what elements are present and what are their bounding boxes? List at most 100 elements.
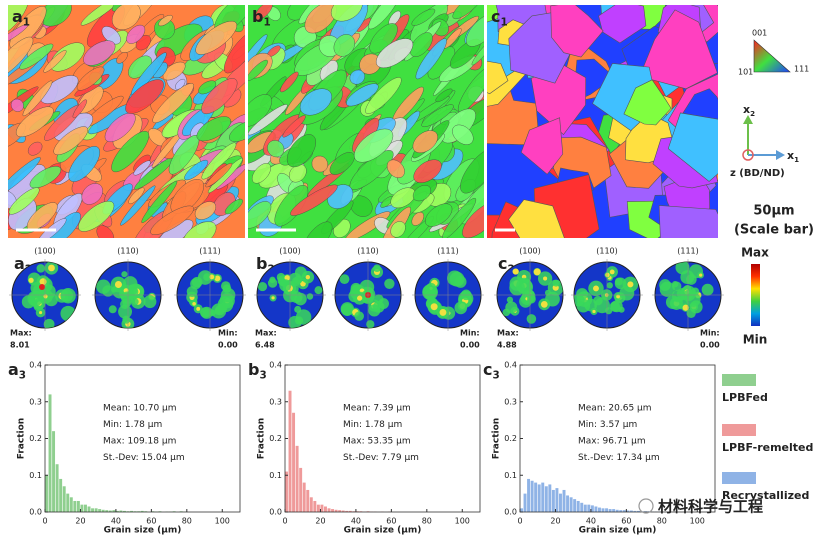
ebsd-map [487, 5, 718, 238]
stats-text: St.-Dev: 17.34 μm [578, 453, 660, 463]
pf-plane: (110) [596, 247, 618, 256]
grain [111, 5, 141, 30]
stats-text: St.-Dev: 7.79 μm [343, 453, 419, 463]
axis-label-sub: 2 [750, 109, 755, 118]
blob [593, 295, 603, 306]
grain [290, 184, 338, 216]
grain [201, 78, 238, 115]
blob [269, 276, 276, 284]
blob [36, 264, 46, 273]
blob [526, 314, 537, 324]
bar [534, 482, 538, 512]
grain [150, 205, 194, 235]
pf-min-label: Min: [218, 329, 238, 338]
bar [285, 471, 288, 512]
blob [439, 308, 447, 316]
x-tick-label: 80 [422, 517, 432, 526]
grain [175, 78, 186, 90]
bar [541, 482, 545, 512]
grain [411, 8, 436, 26]
x-tick-label: 20 [550, 517, 560, 526]
ipf-corner: 101 [738, 68, 753, 77]
bar [619, 510, 623, 512]
bar [80, 504, 84, 512]
blob [368, 304, 381, 317]
pf-max: 6.48 [255, 341, 275, 350]
bar [52, 431, 56, 512]
pf-min-label: Min: [460, 329, 480, 338]
x-tick-label: 100 [455, 517, 470, 526]
bar [302, 482, 306, 512]
blob [552, 279, 560, 287]
blob [39, 278, 47, 286]
grain [224, 198, 243, 215]
blob [430, 303, 438, 311]
blob [340, 302, 355, 316]
blob [271, 296, 275, 300]
blob [21, 295, 35, 309]
blob [527, 294, 536, 304]
grain [425, 203, 453, 227]
y-tick-label: 0.1 [504, 471, 517, 480]
grain [410, 32, 433, 57]
grain [80, 5, 124, 26]
bar [108, 510, 112, 512]
blob [209, 274, 215, 280]
bar [338, 510, 342, 512]
grain [353, 128, 394, 163]
bar [520, 508, 523, 512]
blob [257, 282, 268, 292]
grain [76, 66, 105, 91]
pf-blobs [574, 266, 639, 316]
blob [592, 309, 596, 314]
bar [615, 509, 619, 512]
panel-label: a3 [8, 360, 26, 382]
panel-label-letter: c [483, 360, 492, 379]
bar [566, 495, 570, 512]
grain [104, 112, 136, 143]
x-tick-label: 40 [351, 517, 361, 526]
bar [327, 508, 331, 512]
panel-label-letter: c [498, 254, 507, 273]
grain [471, 38, 484, 66]
blob [616, 294, 620, 299]
blob [357, 295, 363, 301]
stats-text: St.-Dev: 15.04 μm [103, 453, 185, 463]
bar [98, 509, 102, 512]
bar [527, 478, 531, 512]
grain [195, 20, 238, 55]
bar [313, 500, 317, 512]
ipf-corner: 001 [752, 29, 767, 38]
bar [101, 509, 105, 512]
blob [220, 281, 231, 291]
bar [123, 510, 126, 512]
bar [622, 510, 626, 512]
grain [442, 197, 477, 238]
grain [29, 166, 62, 189]
stats-text: Mean: 10.70 μm [103, 404, 177, 414]
pf-plane: (111) [677, 247, 699, 256]
grain [81, 183, 103, 205]
pf-max-label: Max: [497, 329, 519, 338]
pf-plane: (100) [34, 247, 56, 256]
grain [411, 211, 425, 226]
grain [8, 5, 30, 38]
grain [520, 117, 564, 175]
blob [132, 298, 139, 306]
blob [691, 287, 700, 296]
bar [608, 509, 612, 512]
panel-label-letter: b [256, 254, 267, 273]
grain [452, 5, 483, 20]
bar [130, 510, 134, 512]
pf-blobs [21, 262, 76, 328]
grain [415, 38, 447, 80]
pf-blobs [659, 262, 714, 318]
bar [580, 502, 584, 512]
grain [412, 130, 438, 154]
bar [348, 510, 352, 512]
y-tick-label: 0.4 [504, 361, 517, 370]
blob [605, 307, 613, 315]
bar [84, 504, 87, 512]
colorbar [751, 264, 760, 326]
